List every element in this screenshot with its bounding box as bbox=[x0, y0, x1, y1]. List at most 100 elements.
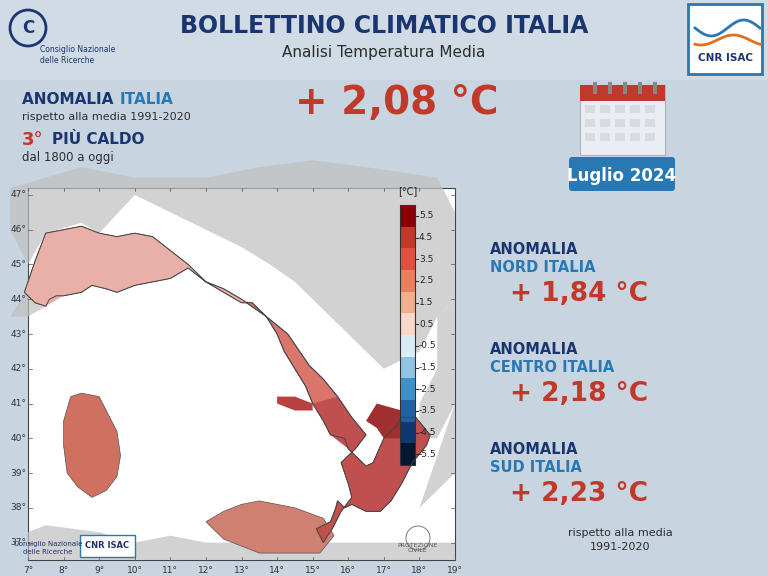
Bar bbox=[645, 133, 655, 141]
Text: 45°: 45° bbox=[10, 260, 26, 269]
Text: 46°: 46° bbox=[10, 225, 26, 234]
Bar bbox=[400, 205, 415, 465]
Text: rispetto alla media 1991-2020: rispetto alla media 1991-2020 bbox=[22, 112, 190, 122]
Text: -3.5: -3.5 bbox=[419, 406, 437, 415]
Bar bbox=[645, 105, 655, 113]
Bar bbox=[630, 119, 640, 127]
Text: 40°: 40° bbox=[10, 434, 26, 443]
Bar bbox=[400, 357, 415, 378]
Text: 15°: 15° bbox=[305, 566, 321, 575]
Text: + 1,84 °C: + 1,84 °C bbox=[510, 281, 648, 307]
Text: 9°: 9° bbox=[94, 566, 104, 575]
Text: ANOMALIA: ANOMALIA bbox=[490, 442, 578, 457]
Text: 38°: 38° bbox=[10, 503, 26, 512]
Text: 7°: 7° bbox=[23, 566, 33, 575]
Text: 8°: 8° bbox=[58, 566, 68, 575]
Text: + 2,08 °C: + 2,08 °C bbox=[295, 84, 498, 122]
Bar bbox=[608, 82, 612, 94]
Bar bbox=[400, 444, 415, 465]
Bar bbox=[400, 378, 415, 400]
Text: 10°: 10° bbox=[127, 566, 143, 575]
Text: rispetto alla media
1991-2020: rispetto alla media 1991-2020 bbox=[568, 528, 672, 552]
Text: 44°: 44° bbox=[10, 295, 26, 304]
Bar bbox=[645, 119, 655, 127]
Bar bbox=[0, 0, 768, 80]
Text: ANOMALIA: ANOMALIA bbox=[490, 343, 578, 358]
Bar bbox=[80, 535, 135, 557]
Text: 18°: 18° bbox=[412, 566, 428, 575]
Bar bbox=[400, 335, 415, 357]
Bar bbox=[400, 227, 415, 248]
Polygon shape bbox=[25, 226, 430, 543]
Bar bbox=[585, 119, 595, 127]
Bar bbox=[623, 82, 627, 94]
Text: [°C]: [°C] bbox=[398, 186, 417, 196]
Text: PIÙ CALDO: PIÙ CALDO bbox=[52, 132, 144, 147]
Text: CNR ISAC: CNR ISAC bbox=[697, 53, 753, 63]
Bar bbox=[653, 82, 657, 94]
Text: Consiglio Nazionale
delle Ricerche: Consiglio Nazionale delle Ricerche bbox=[40, 44, 115, 66]
Text: Analisi Temperatura Media: Analisi Temperatura Media bbox=[283, 44, 485, 59]
Text: 12°: 12° bbox=[198, 566, 214, 575]
Text: 43°: 43° bbox=[10, 329, 26, 339]
Text: ITALIA: ITALIA bbox=[120, 93, 174, 108]
Bar bbox=[638, 82, 642, 94]
Bar bbox=[28, 188, 455, 560]
Text: 17°: 17° bbox=[376, 566, 392, 575]
Bar bbox=[600, 105, 610, 113]
Bar bbox=[585, 133, 595, 141]
Polygon shape bbox=[25, 226, 252, 306]
Text: 4.5: 4.5 bbox=[419, 233, 433, 242]
Text: BOLLETTINO CLIMATICO ITALIA: BOLLETTINO CLIMATICO ITALIA bbox=[180, 14, 588, 38]
Bar bbox=[8, 5, 73, 70]
Text: 14°: 14° bbox=[269, 566, 285, 575]
Bar bbox=[400, 400, 415, 422]
Text: dal 1800 a oggi: dal 1800 a oggi bbox=[22, 150, 114, 164]
Polygon shape bbox=[10, 289, 46, 317]
Polygon shape bbox=[419, 300, 455, 438]
Text: CNR ISAC: CNR ISAC bbox=[85, 541, 129, 551]
Text: ANOMALIA: ANOMALIA bbox=[22, 93, 118, 108]
Bar bbox=[400, 248, 415, 270]
Bar bbox=[688, 4, 762, 74]
FancyBboxPatch shape bbox=[569, 157, 675, 191]
Text: -5.5: -5.5 bbox=[419, 450, 437, 458]
Text: 3°: 3° bbox=[22, 131, 44, 149]
Text: NORD ITALIA: NORD ITALIA bbox=[490, 260, 595, 275]
Bar bbox=[400, 422, 415, 444]
Text: 16°: 16° bbox=[340, 566, 356, 575]
Polygon shape bbox=[28, 525, 455, 560]
Text: -2.5: -2.5 bbox=[419, 385, 436, 393]
Text: Consiglio Nazionale
delle Ricerche: Consiglio Nazionale delle Ricerche bbox=[14, 541, 82, 555]
Bar bbox=[615, 119, 625, 127]
Polygon shape bbox=[277, 397, 313, 411]
Bar bbox=[580, 85, 665, 101]
Polygon shape bbox=[419, 404, 455, 508]
Polygon shape bbox=[366, 404, 412, 438]
Polygon shape bbox=[206, 501, 334, 553]
Text: 19°: 19° bbox=[447, 566, 463, 575]
Text: 47°: 47° bbox=[10, 191, 26, 199]
Bar bbox=[580, 85, 665, 155]
Text: 42°: 42° bbox=[10, 364, 26, 373]
Polygon shape bbox=[64, 393, 121, 498]
Bar bbox=[585, 105, 595, 113]
Polygon shape bbox=[313, 397, 430, 543]
Text: 13°: 13° bbox=[233, 566, 250, 575]
Bar bbox=[400, 313, 415, 335]
Text: 2.5: 2.5 bbox=[419, 276, 433, 285]
Text: -4.5: -4.5 bbox=[419, 428, 436, 437]
Bar bbox=[630, 133, 640, 141]
Text: 1.5: 1.5 bbox=[419, 298, 433, 307]
Text: 3.5: 3.5 bbox=[419, 255, 433, 264]
Bar bbox=[400, 291, 415, 313]
Bar bbox=[615, 105, 625, 113]
Bar bbox=[630, 105, 640, 113]
Text: 41°: 41° bbox=[10, 399, 26, 408]
Text: 5.5: 5.5 bbox=[419, 211, 433, 221]
Bar bbox=[400, 205, 415, 227]
Bar bbox=[600, 133, 610, 141]
Text: + 2,23 °C: + 2,23 °C bbox=[510, 481, 648, 507]
Bar bbox=[400, 270, 415, 291]
Text: ANOMALIA: ANOMALIA bbox=[490, 242, 578, 257]
